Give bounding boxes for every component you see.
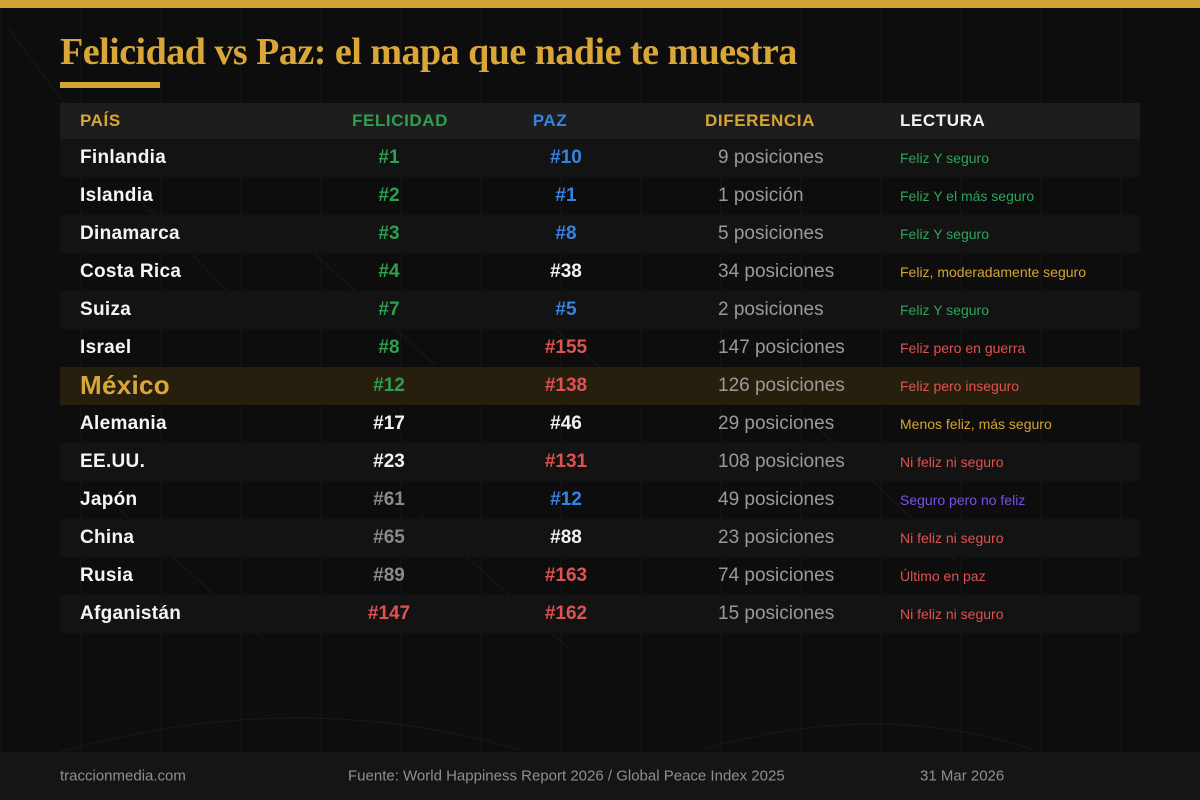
reading-cell: Feliz Y seguro xyxy=(900,225,989,242)
reading-cell: Feliz Y el más seguro xyxy=(900,187,1035,204)
reading-cell: Feliz, moderadamente seguro xyxy=(900,263,1086,280)
country-name-cell: EE.UU. xyxy=(80,450,146,472)
peace-rank-cell: #155 xyxy=(544,336,588,358)
happiness-rank-cell: #7 xyxy=(378,298,400,320)
happiness-rank-cell: #12 xyxy=(373,374,405,396)
country-name-cell: Japón xyxy=(80,488,138,510)
table-body: Finlandia #1 #10 9 posiciones Feliz Y seguro… xyxy=(60,138,1140,633)
difference-cell: 2 posiciones xyxy=(718,298,824,320)
column-header-pais: PAÍS xyxy=(80,110,121,130)
country-name-cell: Israel xyxy=(80,336,132,358)
page-title: Felicidad vs Paz: el mapa que nadie te m… xyxy=(60,31,797,73)
column-header-diferencia: DIFERENCIA xyxy=(705,110,815,130)
happiness-rank-cell: #17 xyxy=(373,412,405,434)
difference-cell: 147 posiciones xyxy=(718,336,845,358)
country-name-cell: Dinamarca xyxy=(80,222,180,244)
table-row: Finlandia #1 #10 9 posiciones Feliz Y seguro xyxy=(60,138,1140,177)
happiness-rank-cell: #4 xyxy=(378,260,400,282)
peace-rank-cell: #38 xyxy=(550,260,582,282)
table-row-highlighted: México #12 #138 126 posiciones Feliz pero in… xyxy=(60,366,1140,405)
happiness-rank-cell: #65 xyxy=(373,526,405,548)
reading-cell: Ni feliz ni seguro xyxy=(900,605,1004,622)
table-row: EE.UU. #23 #131 108 posiciones Ni feliz ni s… xyxy=(60,442,1140,481)
difference-cell: 34 posiciones xyxy=(718,260,835,282)
happiness-rank-cell: #89 xyxy=(373,564,405,586)
happiness-rank-cell: #61 xyxy=(373,488,405,510)
peace-rank-cell: #163 xyxy=(544,564,588,586)
column-header-lectura: LECTURA xyxy=(900,110,986,130)
reading-cell: Ni feliz ni seguro xyxy=(900,529,1004,546)
peace-rank-cell: #8 xyxy=(555,222,577,244)
difference-cell: 15 posiciones xyxy=(718,602,835,624)
happiness-rank-cell: #1 xyxy=(378,146,400,168)
difference-cell: 1 posición xyxy=(718,184,804,206)
table-row: Israel #8 #155 147 posiciones Feliz pero en … xyxy=(60,329,1140,367)
peace-rank-cell: #46 xyxy=(550,412,582,434)
difference-cell: 29 posiciones xyxy=(718,412,835,434)
difference-cell: 23 posiciones xyxy=(718,526,835,548)
column-header-felicidad: FELICIDAD xyxy=(351,110,449,130)
country-name-cell: China xyxy=(80,526,135,548)
table-row: Afganistán #147 #162 15 posiciones Ni feliz … xyxy=(60,594,1140,633)
peace-rank-cell: #131 xyxy=(544,450,588,472)
table-header-row: PAÍS FELICIDAD PAZ DIFERENCIA LECTURA xyxy=(60,102,1140,139)
table-row: Japón #61 #12 49 posiciones Seguro pero no f… xyxy=(60,481,1140,519)
table-row: Rusia #89 #163 74 posiciones Último en paz xyxy=(60,557,1140,595)
difference-cell: 5 posiciones xyxy=(718,222,824,244)
country-name-cell: Alemania xyxy=(80,412,167,434)
table-row: Alemania #17 #46 29 posiciones Menos feliz, … xyxy=(60,405,1140,443)
table-row: Costa Rica #4 #38 34 posiciones Feliz, moder… xyxy=(60,253,1140,291)
country-name-cell: Suiza xyxy=(80,298,132,320)
difference-cell: 74 posiciones xyxy=(718,564,835,586)
peace-rank-cell: #162 xyxy=(544,602,588,624)
main-content: Felicidad vs Paz: el mapa que nadie te m… xyxy=(0,30,1200,633)
reading-cell: Seguro pero no feliz xyxy=(900,491,1026,508)
country-name-cell: Costa Rica xyxy=(80,260,182,282)
reading-cell: Último en paz xyxy=(900,567,986,584)
peace-rank-cell: #10 xyxy=(550,146,582,168)
peace-rank-cell: #88 xyxy=(550,526,582,548)
table-row: Dinamarca #3 #8 5 posiciones Feliz Y seguro xyxy=(60,214,1140,253)
peace-rank-cell: #12 xyxy=(550,488,582,510)
column-header-paz: PAZ xyxy=(532,110,568,130)
reading-cell: Feliz Y seguro xyxy=(900,301,989,318)
happiness-rank-cell: #147 xyxy=(367,602,411,624)
title-underline xyxy=(60,81,160,88)
country-name-cell: México xyxy=(80,370,170,401)
country-name-cell: Afganistán xyxy=(80,602,182,624)
reading-cell: Feliz pero inseguro xyxy=(900,377,1020,394)
source-label: Fuente: World Happiness Report 2026 / Gl… xyxy=(348,767,785,785)
reading-cell: Feliz Y seguro xyxy=(900,149,989,166)
peace-rank-cell: #5 xyxy=(555,298,577,320)
happiness-rank-cell: #2 xyxy=(378,184,400,206)
difference-cell: 49 posiciones xyxy=(718,488,835,510)
peace-rank-cell: #1 xyxy=(555,184,577,206)
rankings-table: PAÍS FELICIDAD PAZ DIFERENCIA LECTURA Finlan… xyxy=(60,102,1140,633)
table-row: China #65 #88 23 posiciones Ni feliz ni segu… xyxy=(60,518,1140,557)
happiness-rank-cell: #23 xyxy=(373,450,405,472)
country-name-cell: Finlandia xyxy=(80,146,167,168)
table-row: Islandia #2 #1 1 posición Feliz Y el más seg… xyxy=(60,177,1140,215)
site-label: traccionmedia.com xyxy=(60,767,186,785)
difference-cell: 126 posiciones xyxy=(718,374,845,396)
peace-rank-cell: #138 xyxy=(544,374,588,396)
country-name-cell: Rusia xyxy=(80,564,134,586)
happiness-rank-cell: #3 xyxy=(378,222,400,244)
happiness-rank-cell: #8 xyxy=(378,336,400,358)
difference-cell: 9 posiciones xyxy=(718,146,824,168)
table-row: Suiza #7 #5 2 posiciones Feliz Y seguro xyxy=(60,290,1140,329)
reading-cell: Menos feliz, más seguro xyxy=(900,415,1052,432)
reading-cell: Ni feliz ni seguro xyxy=(900,453,1004,470)
footer: traccionmedia.com Fuente: World Happines… xyxy=(0,752,1200,800)
difference-cell: 108 posiciones xyxy=(718,450,845,472)
country-name-cell: Islandia xyxy=(80,184,154,206)
top-accent-bar xyxy=(0,0,1200,8)
date-label: 31 Mar 2026 xyxy=(920,767,1005,785)
reading-cell: Feliz pero en guerra xyxy=(900,339,1026,356)
